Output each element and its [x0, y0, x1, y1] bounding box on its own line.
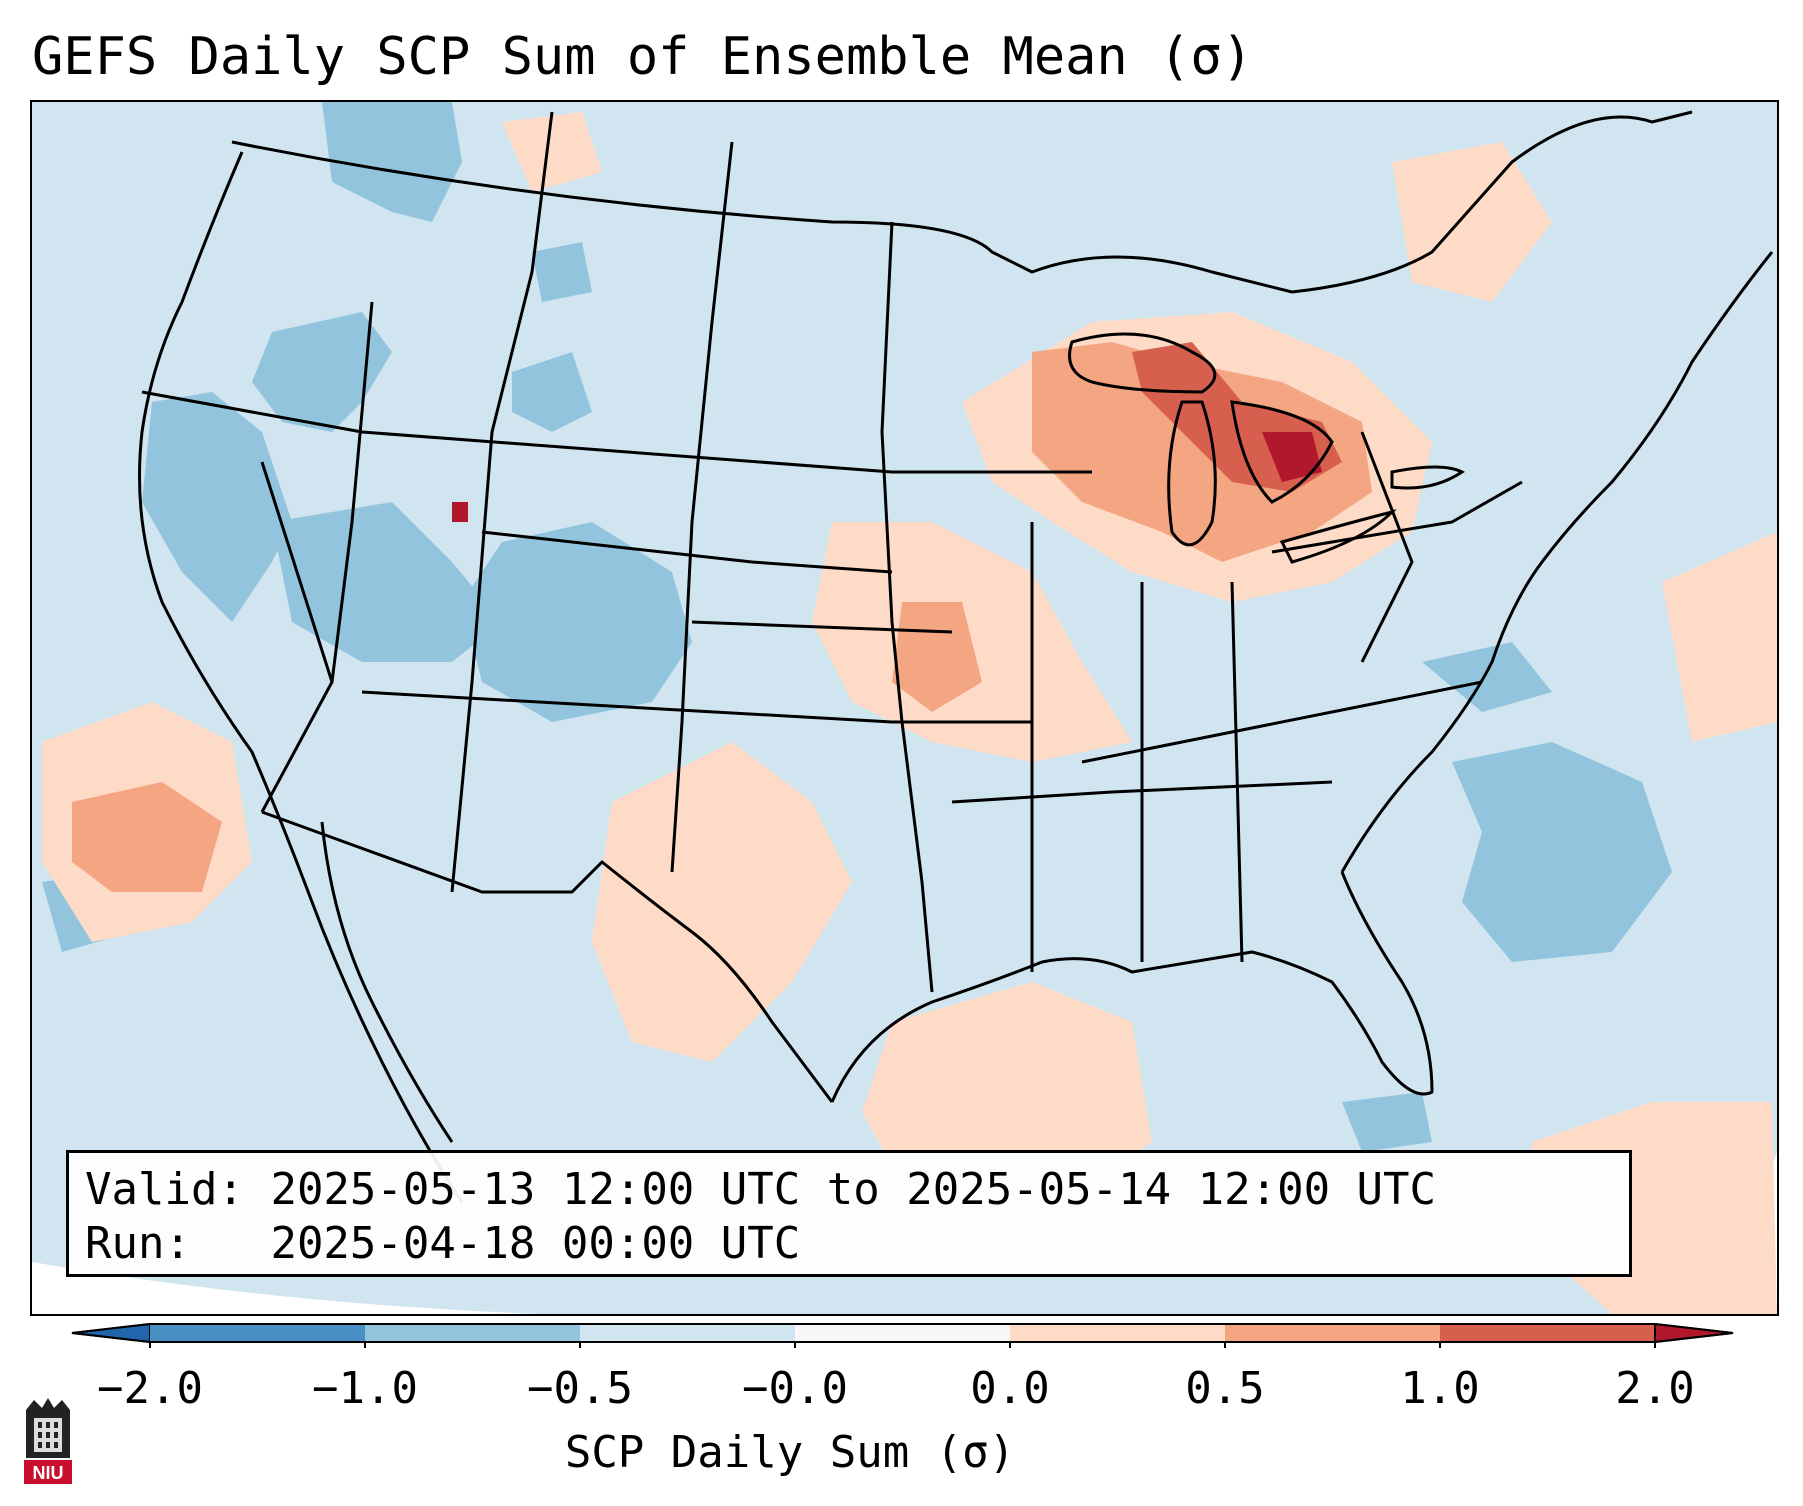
colorbar-segment	[365, 1324, 580, 1342]
colorbar-segment	[1440, 1324, 1655, 1342]
state-line	[691, 620, 953, 634]
region-atlantic-small	[1422, 642, 1552, 712]
state-line	[880, 221, 934, 993]
mexico-border	[261, 810, 834, 1103]
region-montana-spot	[532, 242, 592, 302]
region-wyoming-spot	[512, 352, 592, 432]
run-value: 2025-04-18 00:00 UTC	[270, 1218, 801, 1269]
state-line	[1271, 480, 1523, 554]
region-gulf-spot	[1342, 1092, 1432, 1152]
boundaries	[138, 110, 1774, 1203]
state-line	[330, 301, 374, 683]
lake-superior	[1068, 332, 1217, 394]
region-peak	[1262, 432, 1322, 482]
region-texas	[592, 742, 852, 1062]
lake-erie	[1279, 509, 1397, 564]
colorbar-tick-label: 2.0	[1615, 1363, 1695, 1414]
valid-label: Valid:	[85, 1164, 244, 1215]
state-line	[481, 530, 893, 574]
state-line	[670, 141, 734, 873]
colorbar-tick-label: 0.5	[1185, 1363, 1265, 1414]
region-colorado	[462, 522, 692, 722]
region-canada-west	[502, 112, 602, 192]
niu-logo-icon: NIU	[24, 1398, 72, 1484]
lake-huron	[1230, 400, 1334, 504]
state-line	[1360, 431, 1414, 663]
map-title: GEFS Daily SCP Sum of Ensemble Mean (σ)	[32, 27, 1253, 87]
great-lakes	[1068, 332, 1465, 564]
colorbar-over-arrow	[1654, 1322, 1734, 1344]
extreme-positive-regions	[452, 432, 1322, 522]
colorbar-segment	[795, 1324, 1010, 1342]
info-box: Valid: 2025-05-13 12:00 UTC to 2025-05-1…	[66, 1150, 1632, 1277]
colorbar	[71, 1322, 1734, 1348]
domain-edge	[32, 1262, 932, 1314]
colorbar-tick-label: −1.0	[312, 1363, 418, 1414]
region-nevada-utah	[272, 502, 502, 662]
canada-border	[231, 110, 1693, 294]
colorbar-label: SCP Daily Sum (σ)	[564, 1427, 1016, 1478]
region-northeast	[1392, 142, 1552, 302]
region-pacific-med	[72, 782, 222, 892]
map-canvas	[32, 102, 1777, 1314]
east-coastline	[1340, 251, 1774, 873]
colorbar-tick-label: 0.0	[970, 1363, 1050, 1414]
colorbar-segment	[580, 1324, 795, 1342]
colorbar-segment	[1225, 1324, 1440, 1342]
colorbar-under-arrow	[71, 1322, 151, 1344]
gulf-coastline	[830, 871, 1434, 1103]
colorbar-tick-label: −0.0	[742, 1363, 848, 1414]
baja-coast	[320, 821, 454, 1143]
lake-michigan	[1167, 400, 1217, 547]
region-northwest	[322, 102, 462, 222]
region-east-atlantic	[1662, 532, 1777, 742]
lake-ontario	[1390, 465, 1465, 490]
state-line	[141, 390, 1092, 474]
colorbar-tick-label: 1.0	[1400, 1363, 1480, 1414]
state-line	[361, 690, 1032, 724]
region-california	[142, 392, 292, 622]
logo-text: NIU	[33, 1463, 64, 1483]
state-line	[450, 111, 554, 893]
valid-value: 2025-05-13 12:00 UTC to 2025-05-14 12:00…	[270, 1164, 1437, 1215]
map-panel	[30, 100, 1779, 1316]
run-label: Run:	[85, 1218, 191, 1269]
state-line	[1230, 581, 1244, 963]
colorbar-tick-label: −2.0	[97, 1363, 203, 1414]
negative-anomaly-regions	[42, 102, 1672, 1152]
colorbar-tick-label: −0.5	[527, 1363, 633, 1414]
region-utah-spot	[452, 502, 468, 522]
region-atlantic	[1452, 742, 1672, 962]
state-line	[1081, 680, 1483, 764]
state-line	[951, 780, 1333, 804]
state-line	[260, 461, 334, 813]
colorbar-segment	[150, 1324, 365, 1342]
west-coastline	[138, 151, 464, 1203]
colorbar-segment	[1010, 1324, 1225, 1342]
region-oregon	[252, 312, 392, 432]
